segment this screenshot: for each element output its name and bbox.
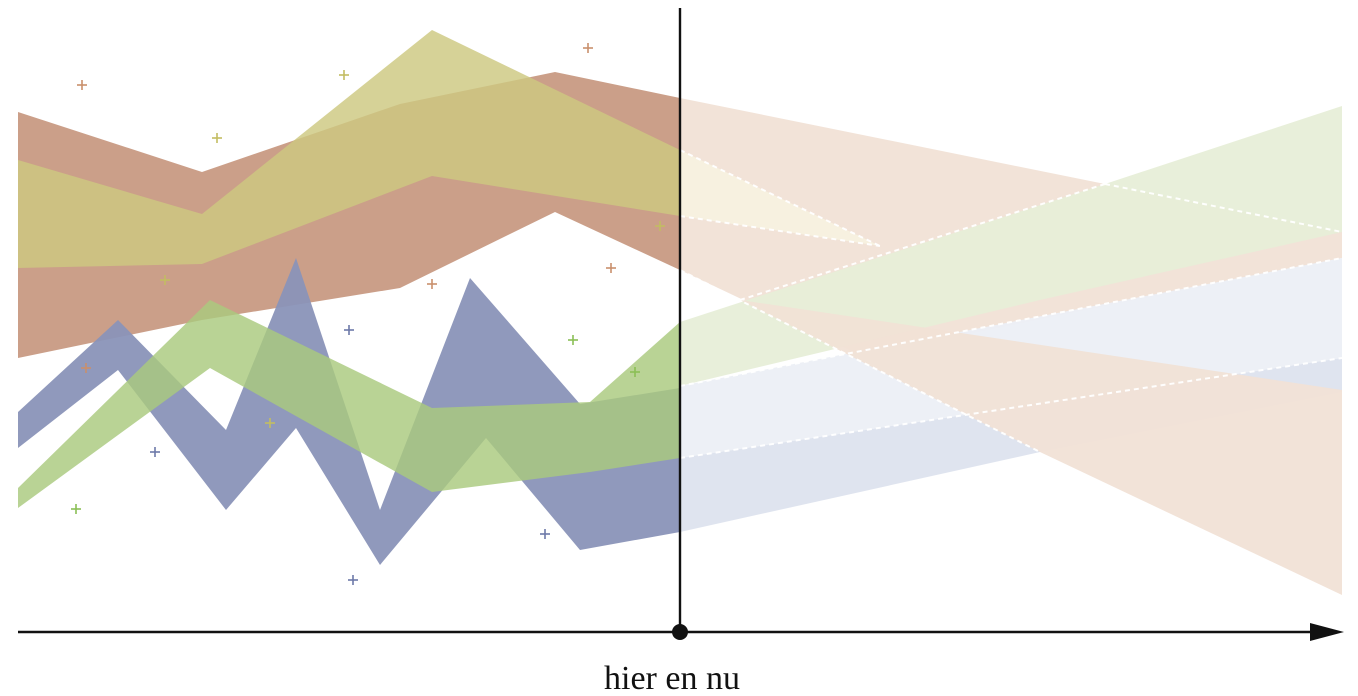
plus-marker-icon (212, 133, 222, 143)
plus-marker-icon (77, 80, 87, 90)
plus-marker-icon (606, 263, 616, 273)
plus-marker-icon (583, 43, 593, 53)
arrow-right-icon (1310, 623, 1344, 641)
brown-future-lower-cone (740, 300, 1342, 595)
plus-markers (71, 43, 665, 585)
guide-line-4 (679, 257, 1343, 387)
blue-past-band (18, 258, 680, 565)
plus-marker-icon (71, 504, 81, 514)
guide-line-6 (739, 183, 1106, 301)
guide-line-3 (1104, 183, 1343, 233)
plus-marker-icon (348, 575, 358, 585)
plus-marker-icon (655, 221, 665, 231)
present-label: hier en nu (604, 660, 740, 696)
guide-line-5 (679, 357, 1343, 459)
plus-marker-icon (568, 335, 578, 345)
plus-marker-icon (265, 418, 275, 428)
future-guides (679, 149, 1343, 459)
plus-marker-icon (540, 529, 550, 539)
past-zone (18, 30, 680, 565)
plus-marker-icon (81, 363, 91, 373)
plus-marker-icon (344, 325, 354, 335)
plus-marker-icon (150, 447, 160, 457)
plus-marker-icon (630, 367, 640, 377)
olive-past-band (18, 30, 680, 268)
dot-icon (672, 624, 688, 640)
green-past-band (18, 300, 680, 508)
plus-marker-icon (427, 279, 437, 289)
guide-line-1 (679, 149, 881, 247)
guide-line-2 (679, 215, 881, 247)
plus-marker-icon (339, 70, 349, 80)
guide-line-7 (679, 269, 1041, 453)
time-axis (18, 8, 1344, 641)
future-zone (680, 98, 1342, 595)
plus-marker-icon (160, 275, 170, 285)
